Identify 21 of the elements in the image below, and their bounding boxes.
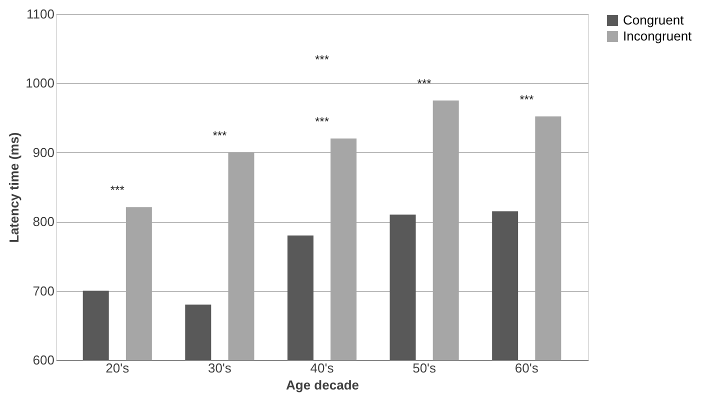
- y-tick-label: 700: [32, 283, 54, 298]
- y-tick-label: 900: [32, 144, 54, 160]
- annotation: ***: [314, 52, 330, 66]
- annotation: ***: [417, 76, 432, 90]
- x-tick-label: 40's: [310, 360, 334, 376]
- y-tick-label: 1100: [26, 6, 54, 22]
- x-tick-label: 50's: [412, 360, 437, 376]
- y-tick-label: 1000: [26, 76, 54, 91]
- annotation: ***: [520, 92, 534, 106]
- y-tick-label: 800: [32, 214, 54, 230]
- legend-label: Congruent: [623, 12, 684, 28]
- x-axis-title: Age decade: [286, 378, 359, 392]
- annotation: ***: [314, 114, 330, 129]
- x-tick-label: 20's: [106, 360, 130, 376]
- legend-label: Incongruent: [623, 28, 692, 44]
- annotation: ***: [110, 183, 125, 198]
- y-tick-label: 600: [32, 352, 54, 368]
- annotation: ***: [212, 128, 228, 142]
- x-tick-label: 60's: [514, 360, 539, 376]
- y-axis-title: Latency time (ms): [6, 132, 22, 243]
- x-tick-label: 30's: [208, 360, 232, 376]
